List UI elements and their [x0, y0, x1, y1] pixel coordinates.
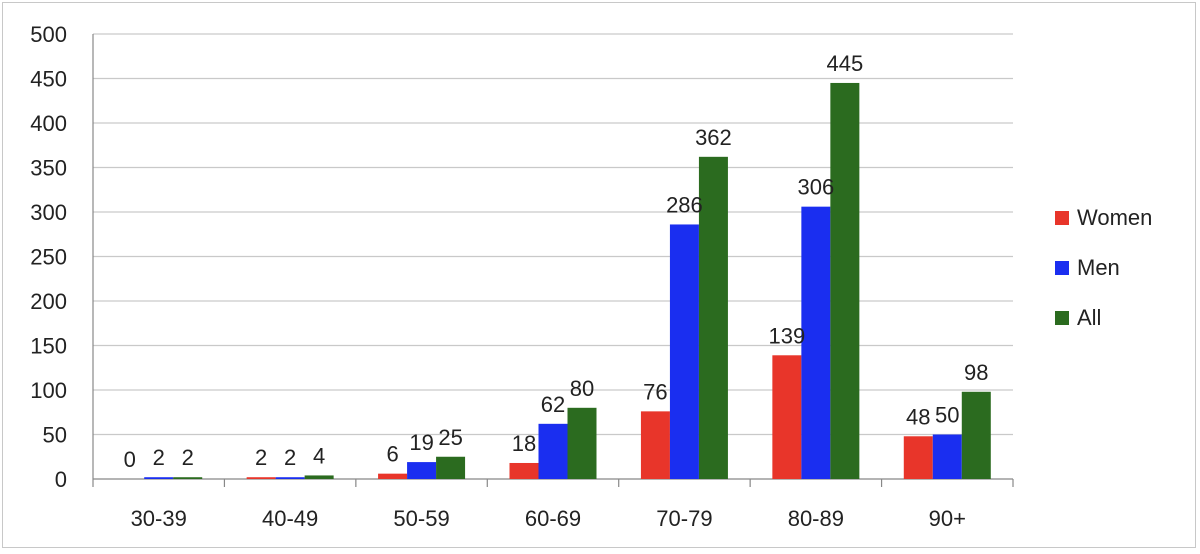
x-tick-label: 90+ [929, 506, 966, 531]
data-label: 2 [153, 445, 165, 470]
bars [144, 82, 991, 479]
data-label: 2 [255, 445, 267, 470]
data-label: 80 [570, 376, 594, 401]
y-tick-label: 500 [30, 22, 67, 47]
y-tick-label: 400 [30, 111, 67, 136]
data-label: 62 [541, 392, 565, 417]
y-tick-label: 50 [43, 423, 67, 448]
bar-men-80-89 [801, 206, 831, 479]
y-tick-label: 200 [30, 289, 67, 314]
bar-men-30-39 [144, 477, 174, 479]
bar-men-70-79 [669, 224, 699, 479]
data-label: 362 [695, 125, 732, 150]
bar-men-90+ [932, 434, 962, 479]
x-tick-label: 80-89 [788, 506, 844, 531]
legend-swatch-men [1055, 261, 1069, 275]
data-label: 139 [768, 323, 805, 348]
data-label: 286 [666, 192, 703, 217]
data-label: 19 [409, 430, 433, 455]
legend-label-women: Women [1077, 205, 1152, 230]
x-tick-label: 60-69 [525, 506, 581, 531]
y-tick-label: 350 [30, 156, 67, 181]
data-label: 76 [643, 379, 667, 404]
x-tick-label: 30-39 [131, 506, 187, 531]
bar-men-60-69 [538, 423, 568, 479]
y-tick-label: 300 [30, 200, 67, 225]
legend-swatch-all [1055, 311, 1069, 325]
data-label: 50 [935, 403, 959, 428]
bar-women-70-79 [640, 411, 670, 479]
legend-label-all: All [1077, 305, 1101, 330]
data-label: 6 [386, 442, 398, 467]
bar-men-40-49 [275, 477, 305, 479]
data-label: 306 [797, 175, 834, 200]
legend-label-men: Men [1077, 255, 1120, 280]
bar-all-70-79 [698, 156, 728, 479]
bar-women-90+ [903, 436, 933, 479]
x-tick-label: 40-49 [262, 506, 318, 531]
data-label: 25 [438, 425, 462, 450]
bar-women-80-89 [772, 355, 802, 479]
bar-all-30-39 [173, 477, 203, 479]
data-label: 48 [906, 404, 930, 429]
legend-swatch-women [1055, 211, 1069, 225]
x-tick-label: 70-79 [656, 506, 712, 531]
data-label: 4 [313, 443, 325, 468]
y-tick-label: 0 [55, 467, 67, 492]
bar-all-40-49 [304, 475, 334, 479]
gridlines [93, 33, 1013, 436]
data-label: 2 [182, 445, 194, 470]
bar-all-60-69 [567, 407, 597, 479]
bar-women-60-69 [509, 462, 539, 479]
y-tick-label: 450 [30, 67, 67, 92]
y-tick-label: 100 [30, 378, 67, 403]
bar-women-50-59 [378, 473, 408, 479]
bar-all-80-89 [830, 82, 860, 479]
y-tick-label: 150 [30, 334, 67, 359]
data-label: 0 [124, 447, 136, 472]
bar-men-50-59 [407, 462, 437, 479]
x-tick-label: 50-59 [393, 506, 449, 531]
data-label: 445 [826, 51, 863, 76]
data-label: 18 [512, 431, 536, 456]
data-label: 98 [964, 360, 988, 385]
bar-women-40-49 [246, 477, 276, 479]
legend: Women Men All [1055, 205, 1152, 330]
bar-all-90+ [961, 391, 991, 479]
y-tick-label: 250 [30, 245, 67, 270]
data-label: 2 [284, 445, 296, 470]
bar-all-50-59 [436, 456, 466, 479]
